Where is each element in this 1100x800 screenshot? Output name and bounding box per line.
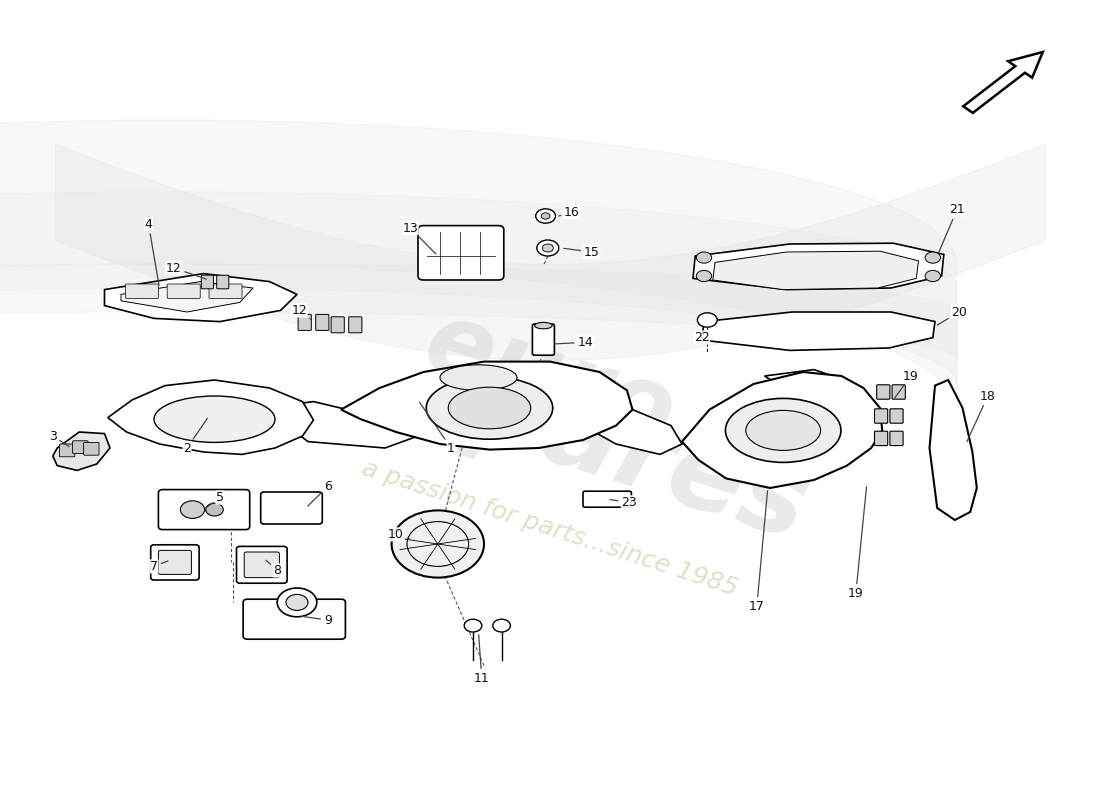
Polygon shape — [583, 390, 682, 454]
Circle shape — [696, 252, 712, 263]
Circle shape — [392, 510, 484, 578]
FancyArrow shape — [964, 52, 1043, 113]
FancyBboxPatch shape — [892, 385, 905, 399]
FancyBboxPatch shape — [158, 490, 250, 530]
Polygon shape — [104, 274, 297, 322]
Text: 15: 15 — [564, 246, 600, 258]
Text: 16: 16 — [559, 206, 580, 218]
Text: 3: 3 — [48, 430, 69, 446]
Ellipse shape — [427, 377, 552, 439]
FancyBboxPatch shape — [125, 284, 158, 298]
FancyBboxPatch shape — [298, 314, 311, 330]
FancyBboxPatch shape — [316, 314, 329, 330]
FancyBboxPatch shape — [151, 545, 199, 580]
Circle shape — [286, 594, 308, 610]
Polygon shape — [264, 402, 418, 448]
Text: 5: 5 — [206, 491, 224, 508]
Text: 19: 19 — [848, 486, 867, 600]
Text: 17: 17 — [749, 490, 768, 613]
Polygon shape — [341, 362, 632, 450]
Polygon shape — [702, 312, 935, 350]
Text: 12: 12 — [292, 304, 311, 320]
FancyBboxPatch shape — [583, 491, 631, 507]
Text: 9: 9 — [302, 614, 332, 626]
Text: 21: 21 — [938, 203, 965, 254]
Circle shape — [536, 209, 556, 223]
FancyBboxPatch shape — [209, 284, 242, 298]
Text: 23: 23 — [609, 496, 637, 509]
FancyBboxPatch shape — [167, 284, 200, 298]
FancyBboxPatch shape — [349, 317, 362, 333]
FancyBboxPatch shape — [874, 431, 888, 446]
Text: 22: 22 — [694, 326, 710, 344]
Circle shape — [493, 619, 510, 632]
FancyBboxPatch shape — [418, 226, 504, 280]
FancyBboxPatch shape — [217, 275, 229, 289]
Circle shape — [925, 270, 940, 282]
Circle shape — [697, 313, 717, 327]
Polygon shape — [764, 370, 867, 408]
Text: pares: pares — [454, 351, 822, 561]
Text: 7: 7 — [150, 560, 168, 573]
Polygon shape — [121, 282, 253, 312]
Circle shape — [696, 270, 712, 282]
Text: 13: 13 — [403, 222, 436, 254]
Polygon shape — [682, 372, 882, 488]
Circle shape — [537, 240, 559, 256]
Text: 14: 14 — [556, 336, 593, 349]
Text: a passion for parts...since 1985: a passion for parts...since 1985 — [359, 456, 741, 600]
Circle shape — [541, 213, 550, 219]
FancyBboxPatch shape — [84, 442, 99, 455]
Text: 6: 6 — [308, 480, 332, 506]
Text: 10: 10 — [388, 528, 410, 541]
Circle shape — [180, 501, 205, 518]
Ellipse shape — [449, 387, 530, 429]
FancyBboxPatch shape — [890, 431, 903, 446]
FancyBboxPatch shape — [59, 444, 75, 457]
Ellipse shape — [154, 396, 275, 442]
Ellipse shape — [440, 365, 517, 390]
FancyBboxPatch shape — [244, 552, 279, 578]
FancyBboxPatch shape — [236, 546, 287, 583]
FancyBboxPatch shape — [331, 317, 344, 333]
Circle shape — [206, 503, 223, 516]
Polygon shape — [713, 251, 918, 290]
Polygon shape — [53, 432, 110, 470]
Ellipse shape — [746, 410, 821, 450]
Ellipse shape — [535, 322, 552, 329]
FancyBboxPatch shape — [877, 385, 890, 399]
FancyBboxPatch shape — [201, 275, 213, 289]
FancyBboxPatch shape — [261, 492, 322, 524]
Circle shape — [277, 588, 317, 617]
Circle shape — [925, 252, 940, 263]
Text: 11: 11 — [474, 634, 490, 685]
Circle shape — [464, 619, 482, 632]
Text: 1: 1 — [419, 402, 455, 454]
Polygon shape — [108, 380, 313, 454]
FancyBboxPatch shape — [532, 324, 554, 355]
Text: 2: 2 — [183, 418, 208, 454]
Polygon shape — [930, 380, 977, 520]
Text: 4: 4 — [144, 218, 159, 286]
FancyBboxPatch shape — [73, 441, 88, 454]
FancyBboxPatch shape — [874, 409, 888, 423]
Text: 18: 18 — [967, 390, 996, 442]
Circle shape — [542, 244, 553, 252]
Ellipse shape — [726, 398, 840, 462]
FancyBboxPatch shape — [158, 550, 191, 574]
Text: 8: 8 — [266, 560, 282, 577]
Polygon shape — [693, 243, 944, 290]
Text: 12: 12 — [166, 262, 207, 279]
Text: 20: 20 — [937, 306, 967, 325]
Text: euro: euro — [412, 294, 688, 466]
Text: 19: 19 — [894, 370, 918, 398]
FancyBboxPatch shape — [243, 599, 345, 639]
FancyBboxPatch shape — [890, 409, 903, 423]
